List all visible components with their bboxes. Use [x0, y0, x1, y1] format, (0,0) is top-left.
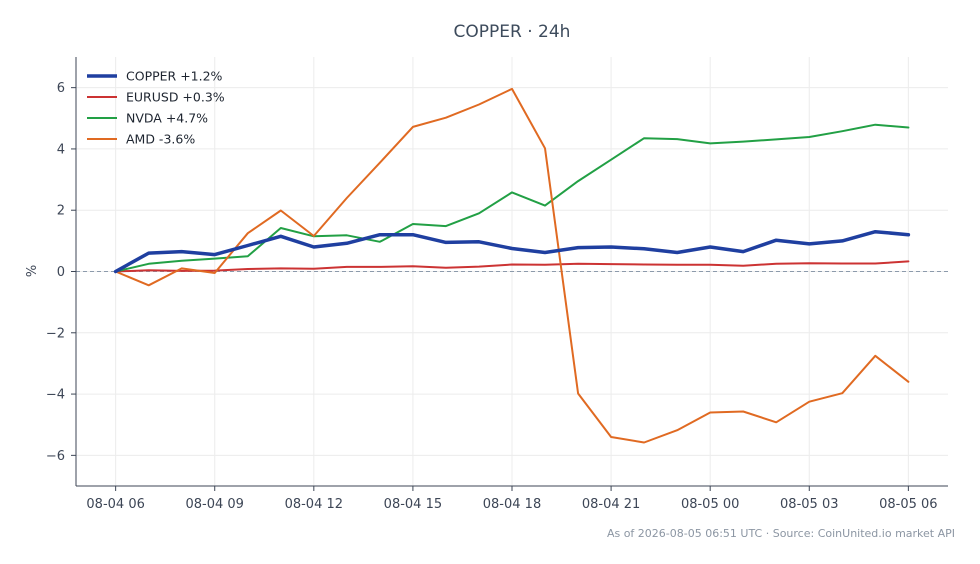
- y-tick-label: −4: [46, 388, 65, 403]
- chart-title: COPPER · 24h: [454, 22, 571, 42]
- x-tick-label: 08-04 09: [186, 497, 244, 512]
- legend-label: COPPER +1.2%: [126, 69, 223, 84]
- x-tick-label: 08-04 15: [384, 497, 442, 512]
- x-tick-label: 08-05 06: [879, 497, 937, 512]
- series-line-copper: [113, 229, 911, 274]
- legend-label: NVDA +4.7%: [126, 111, 208, 126]
- x-tick-label: 08-05 03: [780, 497, 838, 512]
- series-line-amd: [114, 87, 910, 444]
- y-axis-label: %: [25, 265, 40, 277]
- legend-label: AMD -3.6%: [126, 132, 195, 147]
- series-line-eurusd: [114, 260, 910, 273]
- y-tick-label: 4: [57, 142, 65, 157]
- axes: −6 −4 −2 0 2 4 6 08-04 06 08-04 09 08-04 12 08-04 …: [46, 57, 948, 512]
- series-lines: [113, 87, 911, 444]
- x-tick-label: 08-04 12: [285, 497, 343, 512]
- legend-label: EURUSD +0.3%: [126, 90, 225, 105]
- y-tick-label: −2: [46, 326, 65, 341]
- x-tick-label: 08-04 06: [86, 497, 144, 512]
- y-tick-label: 6: [57, 81, 65, 96]
- x-tick-label: 08-05 00: [681, 497, 739, 512]
- y-tick-label: 0: [57, 265, 65, 280]
- legend: COPPER +1.2% EURUSD +0.3% NVDA +4.7% AMD -3…: [87, 69, 225, 147]
- y-tick-label: −6: [46, 449, 65, 464]
- x-tick-label: 08-04 18: [483, 497, 541, 512]
- x-tick-label: 08-04 21: [582, 497, 640, 512]
- footer-source: As of 2026-08-05 06:51 UTC · Source: Coi…: [607, 527, 955, 540]
- y-tick-label: 2: [57, 204, 65, 219]
- series-line-nvda: [114, 123, 910, 273]
